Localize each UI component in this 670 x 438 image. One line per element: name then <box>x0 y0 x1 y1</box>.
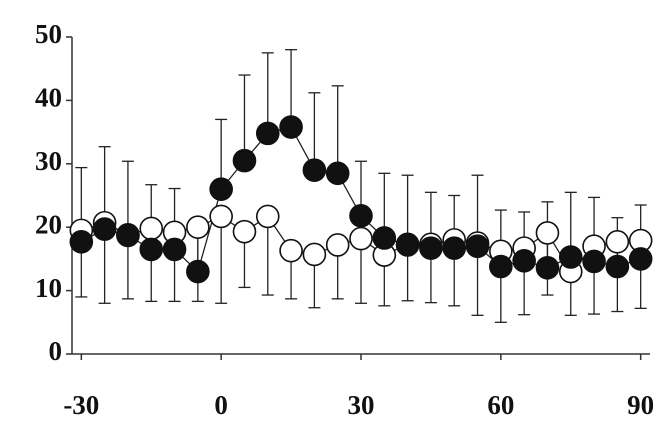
point <box>465 234 490 259</box>
y-tick-label: 50 <box>35 19 62 49</box>
point <box>279 238 303 263</box>
point <box>605 229 630 254</box>
point <box>395 233 420 257</box>
point <box>349 203 373 228</box>
y-tick-label: 40 <box>35 83 62 113</box>
point <box>349 226 373 251</box>
point <box>535 255 560 280</box>
y-tick-label: 20 <box>35 209 62 239</box>
point <box>209 177 233 201</box>
point <box>116 223 140 248</box>
point <box>442 236 467 260</box>
point <box>372 226 397 250</box>
point <box>605 254 630 279</box>
x-tick-label: 90 <box>627 390 654 420</box>
point <box>582 249 606 274</box>
point <box>302 158 327 182</box>
x-tick-label: 0 <box>214 390 228 420</box>
point <box>558 245 583 269</box>
x-tick-label: 30 <box>348 390 375 420</box>
x-tick-label: -30 <box>63 390 99 420</box>
y-tick-label: 0 <box>49 336 63 366</box>
point <box>209 204 233 229</box>
y-tick-label: 10 <box>35 273 62 303</box>
point <box>279 115 303 139</box>
point <box>232 219 257 244</box>
point <box>139 237 164 262</box>
point <box>325 233 350 257</box>
point <box>255 204 280 229</box>
point <box>535 221 560 245</box>
point <box>628 247 653 271</box>
x-tick-label: 60 <box>487 390 514 420</box>
point <box>419 236 443 260</box>
point <box>92 217 117 241</box>
point <box>489 254 513 279</box>
point <box>162 237 187 262</box>
point <box>255 121 280 146</box>
point <box>232 148 257 173</box>
point <box>325 161 350 186</box>
point <box>186 259 210 284</box>
point <box>69 229 94 254</box>
y-tick-label: 30 <box>35 146 62 176</box>
point <box>512 249 536 273</box>
point <box>186 215 210 239</box>
point <box>139 216 164 241</box>
point <box>302 242 327 267</box>
